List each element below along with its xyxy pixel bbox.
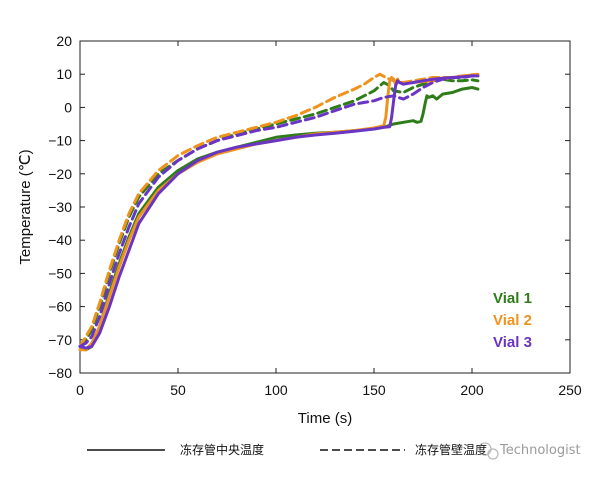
vial-3-center-line: [78, 74, 480, 350]
x-tick-label: 0: [76, 382, 84, 398]
y-axis: 20 10 0 −10 −20 −30 −40 −50 −60 −70 −80: [48, 33, 570, 381]
y-tick-label: −30: [48, 199, 72, 215]
x-tick-label: 250: [558, 382, 582, 398]
y-axis-title: Temperature (℃): [17, 149, 34, 264]
x-tick-label: 150: [362, 382, 386, 398]
solid-line-label: 冻存管中央温度: [180, 442, 264, 457]
x-tick-label: 100: [264, 382, 288, 398]
series-legend: Vial 1 Vial 2 Vial 3: [493, 290, 532, 351]
y-tick-label: 10: [56, 66, 72, 82]
x-tick-label: 200: [460, 382, 484, 398]
y-tick-label: −70: [48, 332, 72, 348]
watermark-text: Technologist: [499, 443, 581, 458]
x-axis: 0 50 100 150 200 250: [76, 41, 582, 398]
vial-2-wall-line: [78, 72, 480, 348]
y-tick-label: −60: [48, 299, 72, 315]
legend-entry-vial-3: Vial 3: [493, 334, 532, 351]
dashed-line-label: 冻存管壁温度: [415, 442, 487, 457]
y-tick-label: −50: [48, 265, 72, 281]
x-axis-title: Time (s): [298, 410, 352, 427]
y-tick-label: 20: [56, 33, 72, 49]
legend-entry-vial-2: Vial 2: [493, 312, 532, 329]
wechat-icon: [478, 442, 499, 460]
y-tick-label: 0: [64, 99, 72, 115]
vial-3-wall-line: [78, 74, 480, 348]
series-layer: [78, 72, 480, 352]
x-tick-label: 50: [170, 382, 186, 398]
y-tick-label: −10: [48, 133, 72, 149]
y-tick-label: −40: [48, 232, 72, 248]
legend-entry-vial-1: Vial 1: [493, 290, 532, 307]
y-tick-label: −80: [48, 365, 72, 381]
y-tick-label: −20: [48, 166, 72, 182]
